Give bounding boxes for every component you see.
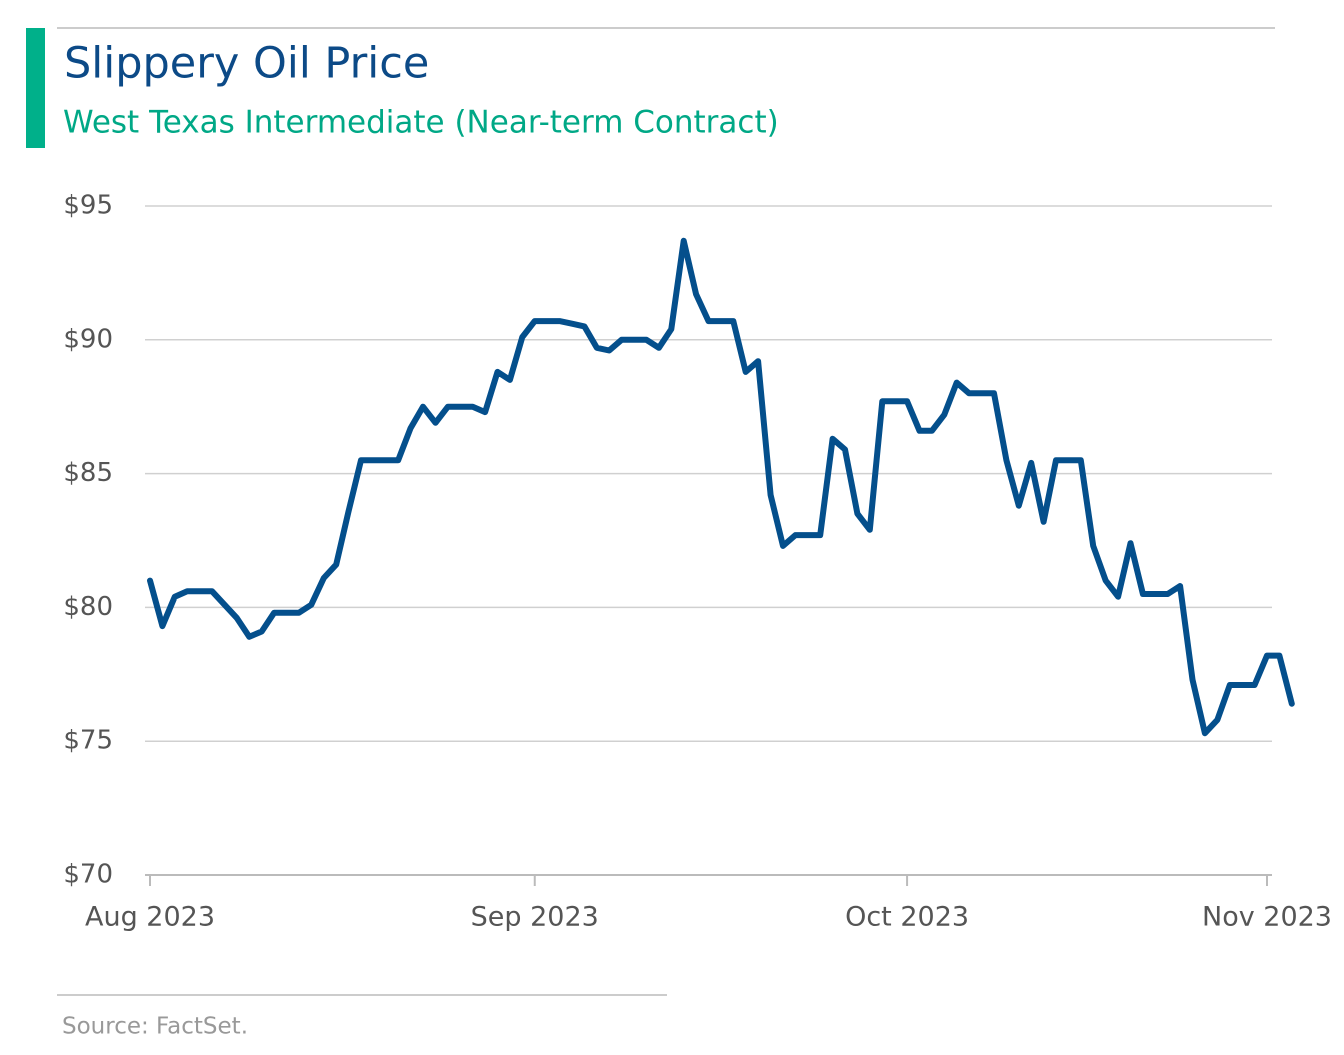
y-tick-label: $85 (63, 458, 113, 488)
x-tick-label: Nov 2023 (1202, 902, 1332, 933)
x-tick-label: Aug 2023 (85, 902, 215, 933)
x-tick-label: Sep 2023 (471, 902, 599, 933)
source: Source: FactSet. (62, 1014, 248, 1040)
y-tick-label: $80 (63, 592, 113, 622)
x-tick-label: Oct 2023 (845, 902, 969, 933)
y-tick-label: $75 (63, 726, 113, 756)
y-tick-label: $90 (63, 324, 113, 354)
y-tick-label: $95 (63, 191, 113, 221)
accent-bar (26, 28, 45, 148)
chart-subtitle: West Texas Intermediate (Near-term Contr… (63, 105, 779, 141)
chart-title: Slippery Oil Price (64, 39, 429, 89)
y-tick-label: $70 (63, 860, 113, 890)
price-line (147, 237, 1295, 737)
